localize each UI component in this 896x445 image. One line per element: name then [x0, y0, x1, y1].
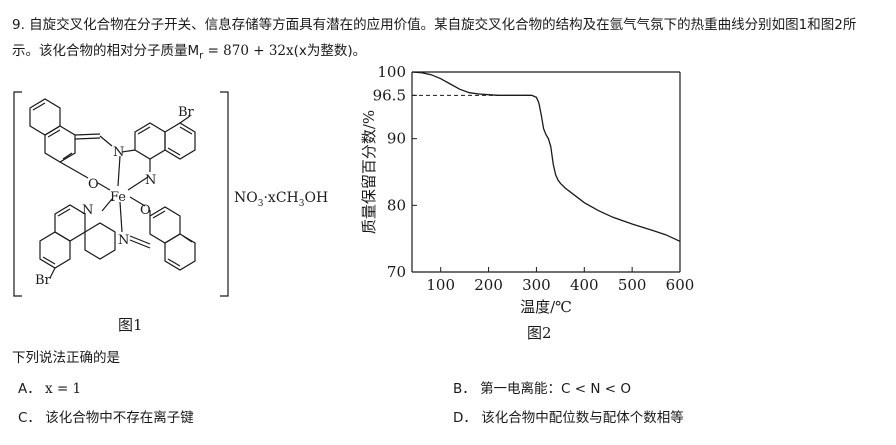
- x-tick-label: 100: [426, 276, 455, 294]
- quinoline-ring-bottom-2: [84, 222, 116, 260]
- figure2-caption: 图2: [527, 324, 552, 342]
- question-line-2: 示。该化合物的相对分子质量Mr = 870 + 32x(x为整数)。: [12, 42, 366, 66]
- question-prompt: 下列说法正确的是: [12, 350, 120, 366]
- figure1-caption: 图1: [118, 316, 143, 334]
- bromine-bottom-label: Br: [35, 273, 52, 288]
- naphthalene-ring-2: [44, 125, 76, 163]
- x-tick-label: 200: [474, 276, 503, 294]
- option-d[interactable]: D． 该化合物中配位数与配体个数相等: [453, 406, 684, 426]
- quinoline-n-bottom-label: N: [82, 203, 93, 218]
- y-tick-label: 90: [387, 130, 406, 148]
- methanol-subscript: 3: [298, 198, 305, 209]
- iron-label: Fe: [110, 190, 126, 205]
- counter-ion-formula: NO3·xCH3OH: [234, 190, 328, 209]
- bracket-right: [220, 91, 229, 297]
- nitrate-subscript: 3: [257, 198, 264, 209]
- imine-n-bottom-label: N: [118, 233, 129, 248]
- option-d-text: 该化合物中配位数与配体个数相等: [481, 410, 684, 426]
- option-a-label: A．: [18, 381, 41, 397]
- methanol-label: ·xCH: [263, 190, 299, 206]
- y-tick-label: 80: [387, 196, 406, 214]
- molar-mass-formula: = 870 + 32x: [203, 43, 294, 59]
- figure1-structure: Br N N O Fe O N N Br: [13, 91, 229, 297]
- x-axis-label: 温度/℃: [520, 298, 572, 316]
- quinoline-ring-bottom-1: [54, 204, 86, 242]
- quinoline-ring-top-2: [164, 122, 196, 160]
- option-b[interactable]: B． 第一电离能：C < N < O: [453, 377, 631, 397]
- option-b-text: 第一电离能：C < N < O: [480, 381, 632, 397]
- figure2-chart: 100 200 300 400 500 600 70 80 90 100 96.5 温度/℃ 质量保…: [360, 63, 695, 316]
- option-a[interactable]: A． x = 1: [18, 377, 81, 397]
- x-tick-label: 300: [522, 276, 551, 294]
- option-b-label: B．: [453, 381, 476, 397]
- quinoline-ring-top-1: [134, 122, 166, 160]
- quinoline-n-top-label: N: [145, 173, 156, 188]
- quinoline-ring-bottom-3: [39, 231, 71, 269]
- option-c-text: 该化合物中不存在离子键: [45, 410, 194, 426]
- option-c[interactable]: C． 该化合物中不存在离子键: [18, 406, 194, 426]
- y-tick-label: 100: [377, 63, 406, 81]
- naphthalene-ring-4: [164, 233, 196, 271]
- y-axis-label: 质量保留百分数/%: [360, 110, 378, 234]
- naphthalene-ring-1: [29, 98, 61, 136]
- option-a-text: x = 1: [45, 381, 82, 397]
- mr-subscript: r: [199, 50, 204, 62]
- bracket-left: [13, 91, 22, 297]
- question-line-2-suffix: (x为整数)。: [293, 43, 367, 59]
- oxygen-top-label: O: [88, 177, 99, 192]
- option-d-label: D．: [453, 410, 477, 426]
- methanol-end-label: OH: [304, 190, 329, 206]
- bromine-top-label: Br: [178, 105, 195, 120]
- series-line-mass-retention: [411, 71, 681, 242]
- question-line-1: 9. 自旋交叉化合物在分子开关、信息存储等方面具有潜在的应用价值。某自旋交叉化合…: [12, 17, 857, 33]
- nitrate-label: NO: [234, 190, 258, 206]
- x-tick-label: 500: [618, 276, 647, 294]
- oxygen-bottom-label: O: [140, 203, 151, 218]
- x-tick-label: 600: [666, 276, 695, 294]
- naphthalene-ring-3: [149, 206, 181, 244]
- y-tick-label: 96.5: [373, 86, 406, 104]
- y-tick-label: 70: [387, 263, 406, 281]
- option-c-label: C．: [18, 410, 41, 426]
- x-tick-label: 400: [570, 276, 599, 294]
- question-line-2-prefix: 示。该化合物的相对分子质量M: [12, 43, 200, 59]
- imine-n-top-label: N: [113, 145, 124, 160]
